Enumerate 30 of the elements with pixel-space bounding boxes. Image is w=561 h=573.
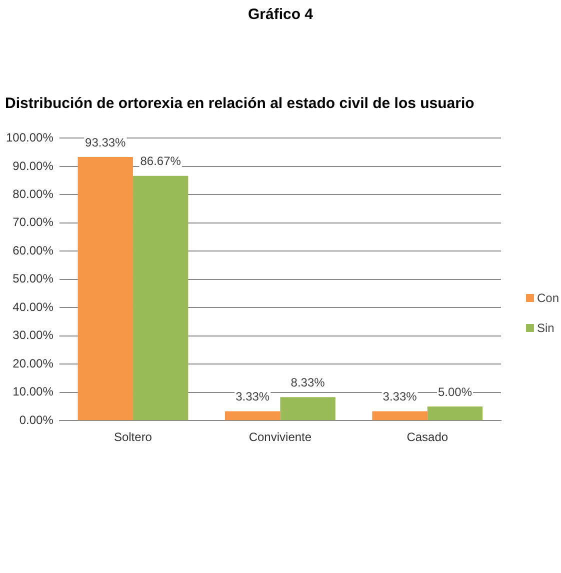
x-tick-label: Conviviente: [248, 430, 312, 444]
data-label: 8.33%: [290, 375, 326, 390]
y-tick-label: 30.00%: [12, 328, 54, 342]
y-tick-label: 60.00%: [12, 243, 54, 258]
data-label: 5.00%: [438, 384, 472, 399]
y-tick-label: 50.00%: [12, 272, 54, 286]
y-tick-label: 40.00%: [12, 300, 54, 314]
y-tick-label: 90.00%: [12, 158, 54, 173]
legend-label: Con: [536, 290, 560, 307]
bar: [427, 406, 483, 420]
y-tick-label: 70.00%: [12, 215, 54, 230]
data-label: 3.33%: [382, 390, 418, 404]
x-tick-label: Soltero: [114, 430, 152, 444]
data-label: 86.67%: [140, 154, 182, 168]
chart-subtitle: Distribución de ortorexia en relación al estado civil de los usuario: [5, 95, 474, 112]
bar: [132, 176, 188, 420]
y-tick-label: 20.00%: [12, 356, 54, 370]
y-tick-label: 10.00%: [12, 384, 54, 399]
legend-label: Sin: [536, 320, 556, 337]
y-tick-label: 80.00%: [12, 186, 54, 201]
data-label: 93.33%: [85, 135, 126, 150]
bar: [280, 397, 336, 420]
bar: [224, 411, 280, 420]
y-tick-label: 100.00%: [6, 130, 54, 145]
x-tick-label: Casado: [406, 430, 448, 444]
chart-title: Gráfico 4: [246, 6, 314, 23]
bar: [372, 411, 428, 420]
data-label: 3.33%: [236, 390, 270, 404]
y-tick-label: 0.00%: [19, 412, 54, 427]
bar: [78, 157, 133, 420]
